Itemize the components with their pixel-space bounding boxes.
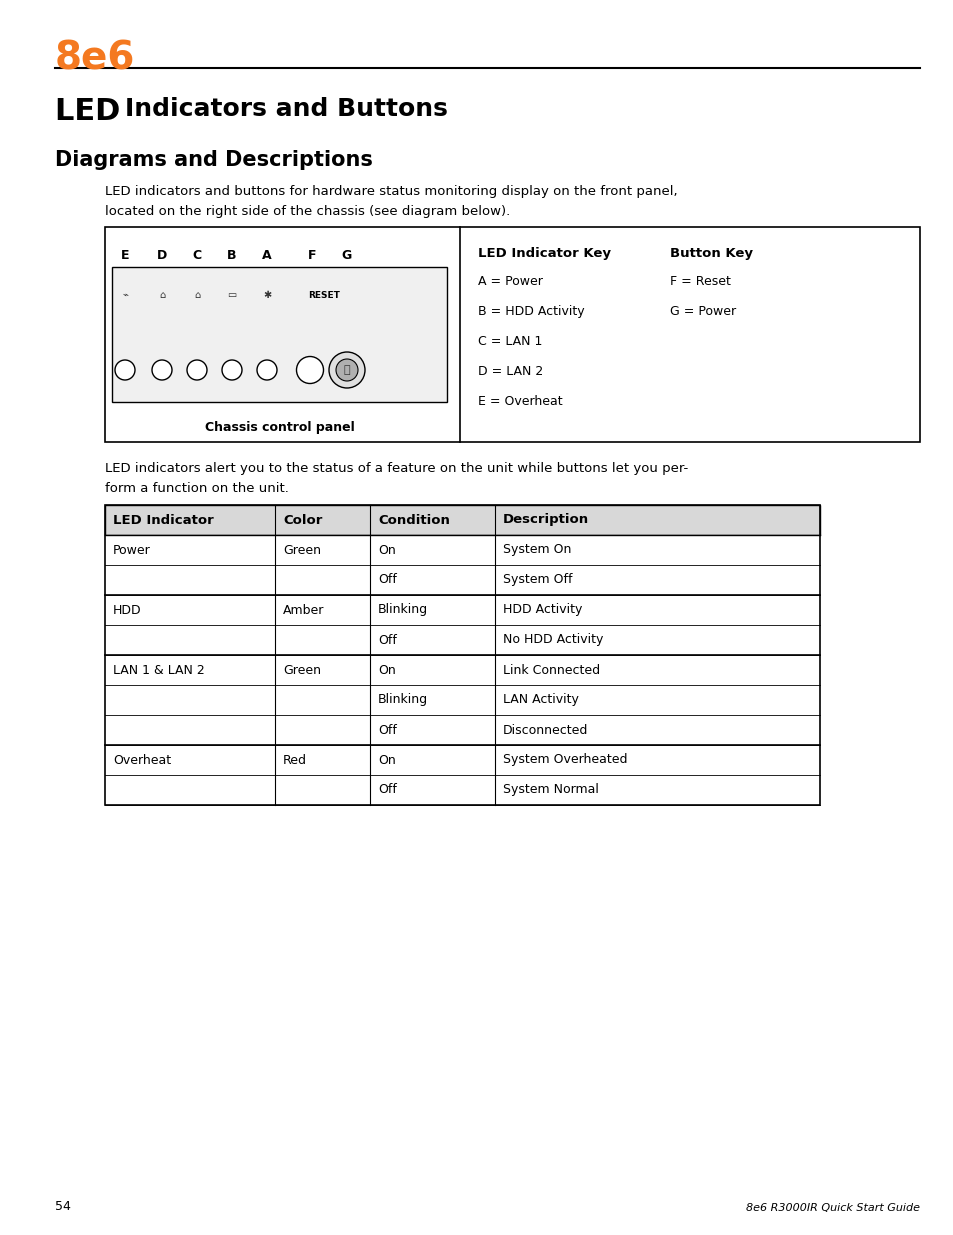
Bar (112, 267, 447, 403)
Bar (105, 505, 820, 805)
Text: On: On (377, 663, 395, 677)
Text: 54: 54 (55, 1200, 71, 1213)
Text: Blinking: Blinking (377, 604, 428, 616)
Text: RESET: RESET (308, 290, 339, 300)
Text: System Normal: System Normal (502, 783, 598, 797)
Text: LAN 1 & LAN 2: LAN 1 & LAN 2 (112, 663, 205, 677)
Text: A = Power: A = Power (477, 275, 542, 288)
Text: System Off: System Off (502, 573, 572, 587)
Circle shape (256, 359, 276, 380)
Bar (105, 227, 919, 442)
Text: G = Power: G = Power (669, 305, 736, 317)
Text: Overheat: Overheat (112, 753, 171, 767)
Text: F: F (308, 249, 315, 262)
Text: located on the right side of the chassis (see diagram below).: located on the right side of the chassis… (105, 205, 510, 219)
Text: Diagrams and Descriptions: Diagrams and Descriptions (55, 149, 373, 170)
Text: E: E (121, 249, 129, 262)
Text: LED Indicator: LED Indicator (112, 514, 213, 526)
Text: Off: Off (377, 573, 396, 587)
Circle shape (187, 359, 207, 380)
Text: ▭: ▭ (227, 290, 236, 300)
Text: ✱: ✱ (263, 290, 271, 300)
Text: E = Overheat: E = Overheat (477, 395, 562, 408)
Text: 8e6 R3000IR Quick Start Guide: 8e6 R3000IR Quick Start Guide (745, 1203, 919, 1213)
Circle shape (115, 359, 135, 380)
Text: Amber: Amber (283, 604, 324, 616)
Text: Red: Red (283, 753, 307, 767)
Text: LED: LED (55, 98, 131, 126)
Text: Power: Power (112, 543, 151, 557)
Text: C: C (193, 249, 201, 262)
Bar (105, 715, 820, 745)
Text: No HDD Activity: No HDD Activity (502, 634, 602, 646)
Text: D = LAN 2: D = LAN 2 (477, 366, 542, 378)
Text: System Overheated: System Overheated (502, 753, 627, 767)
Circle shape (335, 359, 357, 382)
Text: Indicators and Buttons: Indicators and Buttons (125, 98, 447, 121)
Text: Blinking: Blinking (377, 694, 428, 706)
Bar (105, 625, 820, 655)
Bar (105, 745, 820, 776)
Text: Link Connected: Link Connected (502, 663, 599, 677)
Text: Disconnected: Disconnected (502, 724, 588, 736)
Text: F = Reset: F = Reset (669, 275, 730, 288)
Text: Off: Off (377, 783, 396, 797)
Text: Description: Description (502, 514, 589, 526)
Text: LED indicators alert you to the status of a feature on the unit while buttons le: LED indicators alert you to the status o… (105, 462, 687, 475)
Text: Condition: Condition (377, 514, 450, 526)
Text: B: B (227, 249, 236, 262)
Bar (105, 685, 820, 715)
Bar (105, 535, 820, 564)
Bar (105, 776, 820, 805)
Text: HDD: HDD (112, 604, 141, 616)
Text: HDD Activity: HDD Activity (502, 604, 581, 616)
Text: On: On (377, 543, 395, 557)
Text: ⌁: ⌁ (122, 290, 128, 300)
Text: On: On (377, 753, 395, 767)
Text: Green: Green (283, 663, 320, 677)
Circle shape (329, 352, 365, 388)
Text: Button Key: Button Key (669, 247, 752, 261)
Text: Color: Color (283, 514, 322, 526)
Text: LAN Activity: LAN Activity (502, 694, 578, 706)
Circle shape (152, 359, 172, 380)
Text: C = LAN 1: C = LAN 1 (477, 335, 542, 348)
Bar (105, 595, 820, 625)
Text: Off: Off (377, 634, 396, 646)
Bar (105, 564, 820, 595)
Bar (105, 655, 820, 685)
Text: D: D (156, 249, 167, 262)
Circle shape (296, 357, 323, 384)
Text: Off: Off (377, 724, 396, 736)
Text: G: G (341, 249, 352, 262)
Text: B = HDD Activity: B = HDD Activity (477, 305, 584, 317)
Circle shape (222, 359, 242, 380)
Text: System On: System On (502, 543, 571, 557)
Text: A: A (262, 249, 272, 262)
Text: form a function on the unit.: form a function on the unit. (105, 482, 289, 495)
Bar (105, 505, 820, 535)
Text: Chassis control panel: Chassis control panel (204, 420, 354, 433)
Text: LED Indicator Key: LED Indicator Key (477, 247, 610, 261)
Text: LED indicators and buttons for hardware status monitoring display on the front p: LED indicators and buttons for hardware … (105, 185, 677, 198)
Text: ⌂: ⌂ (193, 290, 200, 300)
Text: 8e6: 8e6 (55, 40, 135, 78)
Text: ⌂: ⌂ (159, 290, 165, 300)
Text: Green: Green (283, 543, 320, 557)
Text: ⏻: ⏻ (343, 366, 350, 375)
